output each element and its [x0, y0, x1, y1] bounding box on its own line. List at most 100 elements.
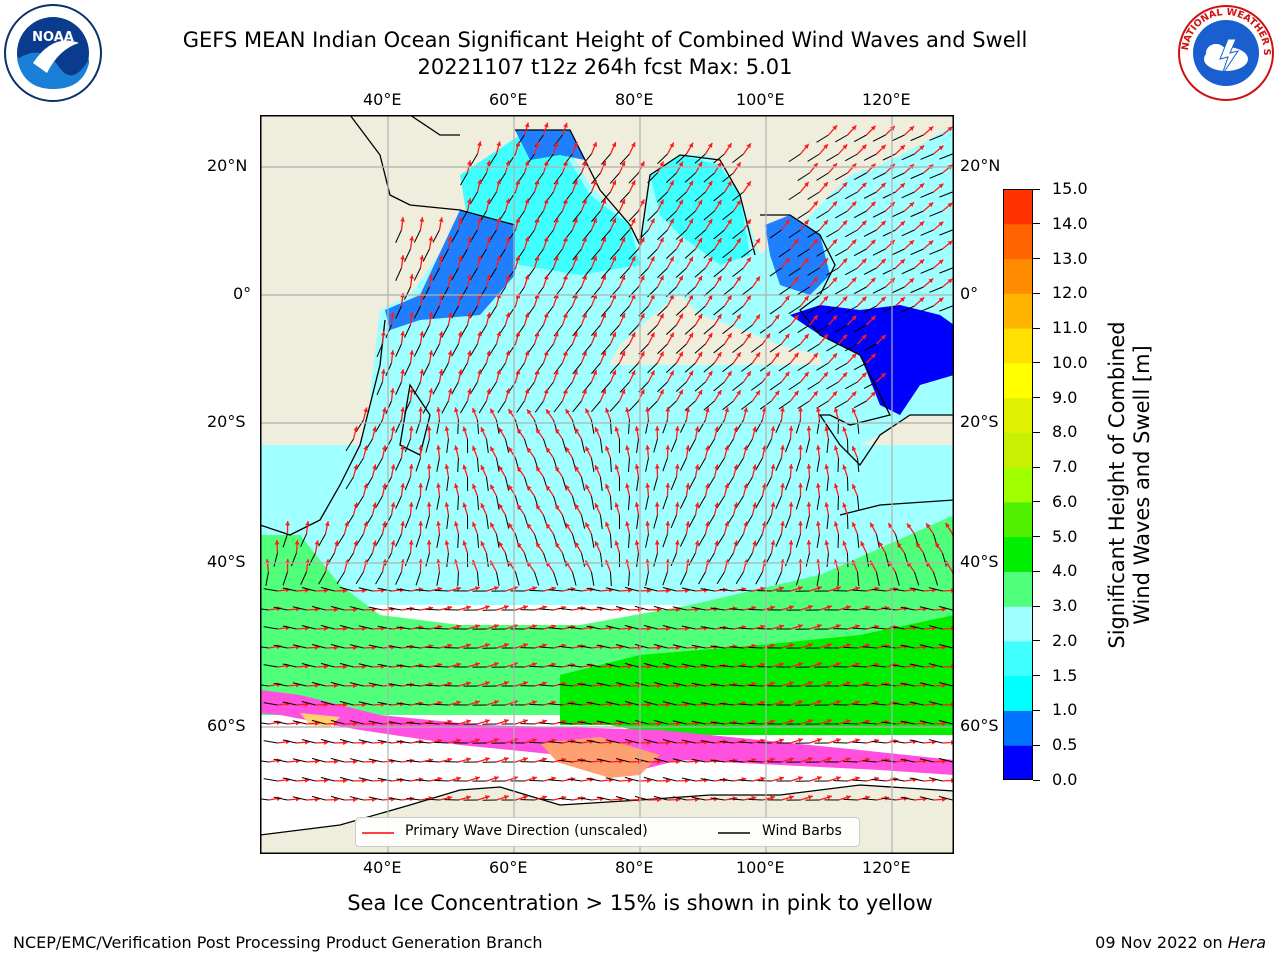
wind-barb — [628, 248, 639, 260]
wind-barb — [349, 796, 364, 801]
wind-barb — [647, 210, 658, 222]
wind-barb — [675, 343, 687, 354]
footer-date-text: 09 Nov 2022 on — [1095, 933, 1228, 952]
wind-barb — [263, 664, 278, 668]
wave-arrow-head — [928, 126, 934, 132]
wind-barb — [882, 153, 896, 161]
wave-arrow-head — [508, 523, 513, 529]
wind-barb — [567, 778, 582, 782]
wave-arrow-head — [878, 541, 884, 547]
wind-barb — [901, 153, 915, 161]
wind-barb — [645, 533, 649, 548]
colorbar-tick-label: 3.0 — [1052, 596, 1078, 616]
wave-arrow-head — [372, 540, 377, 546]
wave-arrow-head — [614, 502, 620, 508]
wave-arrow-head — [515, 217, 521, 223]
wind-barb — [657, 305, 668, 317]
wind-barb — [662, 587, 677, 592]
wave-arrow-head — [806, 426, 812, 431]
colorbar-tick-label: 14.0 — [1052, 213, 1088, 233]
wind-barb — [662, 701, 677, 706]
wind-barb — [929, 286, 943, 293]
wind-barb — [788, 267, 801, 277]
wind-barb — [591, 324, 601, 336]
wave-arrow-head — [555, 542, 560, 548]
wave-arrow-head — [532, 700, 537, 705]
wave-arrow-head — [761, 445, 767, 451]
wave-arrow-head — [625, 407, 630, 413]
wind-barb — [871, 588, 886, 592]
wind-barb — [901, 229, 915, 237]
wind-barb — [615, 796, 630, 801]
colorbar-segment — [1003, 293, 1033, 329]
wind-barb — [775, 419, 782, 433]
wave-arrow-head — [532, 776, 537, 781]
wind-barb — [755, 533, 763, 547]
wave-arrow-head — [517, 466, 522, 472]
wave-arrow-head — [472, 445, 477, 451]
wave-arrow-head — [941, 607, 947, 612]
wind-barb — [432, 343, 440, 357]
wind-barb — [451, 229, 459, 243]
wave-arrow-head — [352, 797, 358, 803]
wave-arrow-head — [806, 464, 812, 469]
wind-barb — [529, 665, 544, 668]
wind-barb — [750, 343, 763, 353]
wind-barb — [406, 607, 421, 611]
wind-barb — [586, 701, 601, 706]
wave-arrow-head — [477, 255, 482, 261]
wave-arrow-head — [400, 445, 405, 450]
wave-arrow-head — [733, 426, 739, 432]
wind-barb — [852, 627, 867, 630]
wave-arrow-head — [304, 663, 310, 669]
wave-arrow-head — [532, 586, 537, 591]
wave-arrow-head — [582, 312, 587, 318]
wind-barb — [722, 248, 734, 259]
wind-barb — [844, 191, 858, 200]
wave-arrow-head — [486, 388, 491, 394]
wind-barb — [901, 191, 915, 199]
wave-arrow-head — [418, 739, 424, 745]
wave-arrow-head — [543, 312, 549, 318]
wave-arrow-head — [851, 277, 857, 283]
wave-arrow-head — [707, 256, 713, 262]
wind-barb — [732, 305, 744, 316]
wind-barb — [628, 362, 639, 374]
wind-barb — [862, 684, 877, 687]
wind-barb — [413, 305, 421, 319]
wave-arrow-head — [826, 719, 832, 724]
wind-barb — [457, 419, 459, 435]
wave-arrow-head — [779, 624, 784, 629]
wind-barb — [653, 681, 668, 687]
wind-barb — [434, 627, 449, 630]
wind-barb — [451, 267, 459, 281]
wind-barb — [432, 229, 440, 243]
wave-arrow-head — [563, 236, 568, 242]
wind-barb — [670, 552, 677, 567]
wind-barb — [741, 286, 753, 296]
wave-arrow-head — [466, 605, 471, 610]
wave-arrow-head — [381, 445, 387, 451]
wind-barb — [396, 664, 411, 668]
colorbar-tick-mark — [1033, 744, 1040, 746]
wind-barb — [775, 457, 782, 471]
wave-arrow-head — [342, 588, 348, 594]
wave-arrow-head — [418, 663, 424, 669]
wind-barb — [862, 646, 877, 649]
wind-barb — [385, 324, 392, 339]
wave-arrow-head — [784, 219, 790, 225]
wind-barb — [634, 719, 649, 725]
wind-barb — [835, 362, 848, 371]
wind-barb — [590, 457, 595, 472]
wind-barb — [263, 778, 278, 782]
wave-arrow-head — [815, 483, 821, 488]
wave-arrow-head — [665, 702, 671, 708]
wave-arrow-head — [462, 540, 468, 546]
wind-barb — [816, 362, 829, 371]
wind-barb — [529, 779, 544, 782]
wave-arrow-head — [304, 701, 310, 707]
wind-barb — [376, 343, 383, 358]
wave-arrow-head — [842, 464, 847, 470]
wave-arrow-head — [304, 625, 310, 631]
wind-barb — [826, 514, 829, 529]
